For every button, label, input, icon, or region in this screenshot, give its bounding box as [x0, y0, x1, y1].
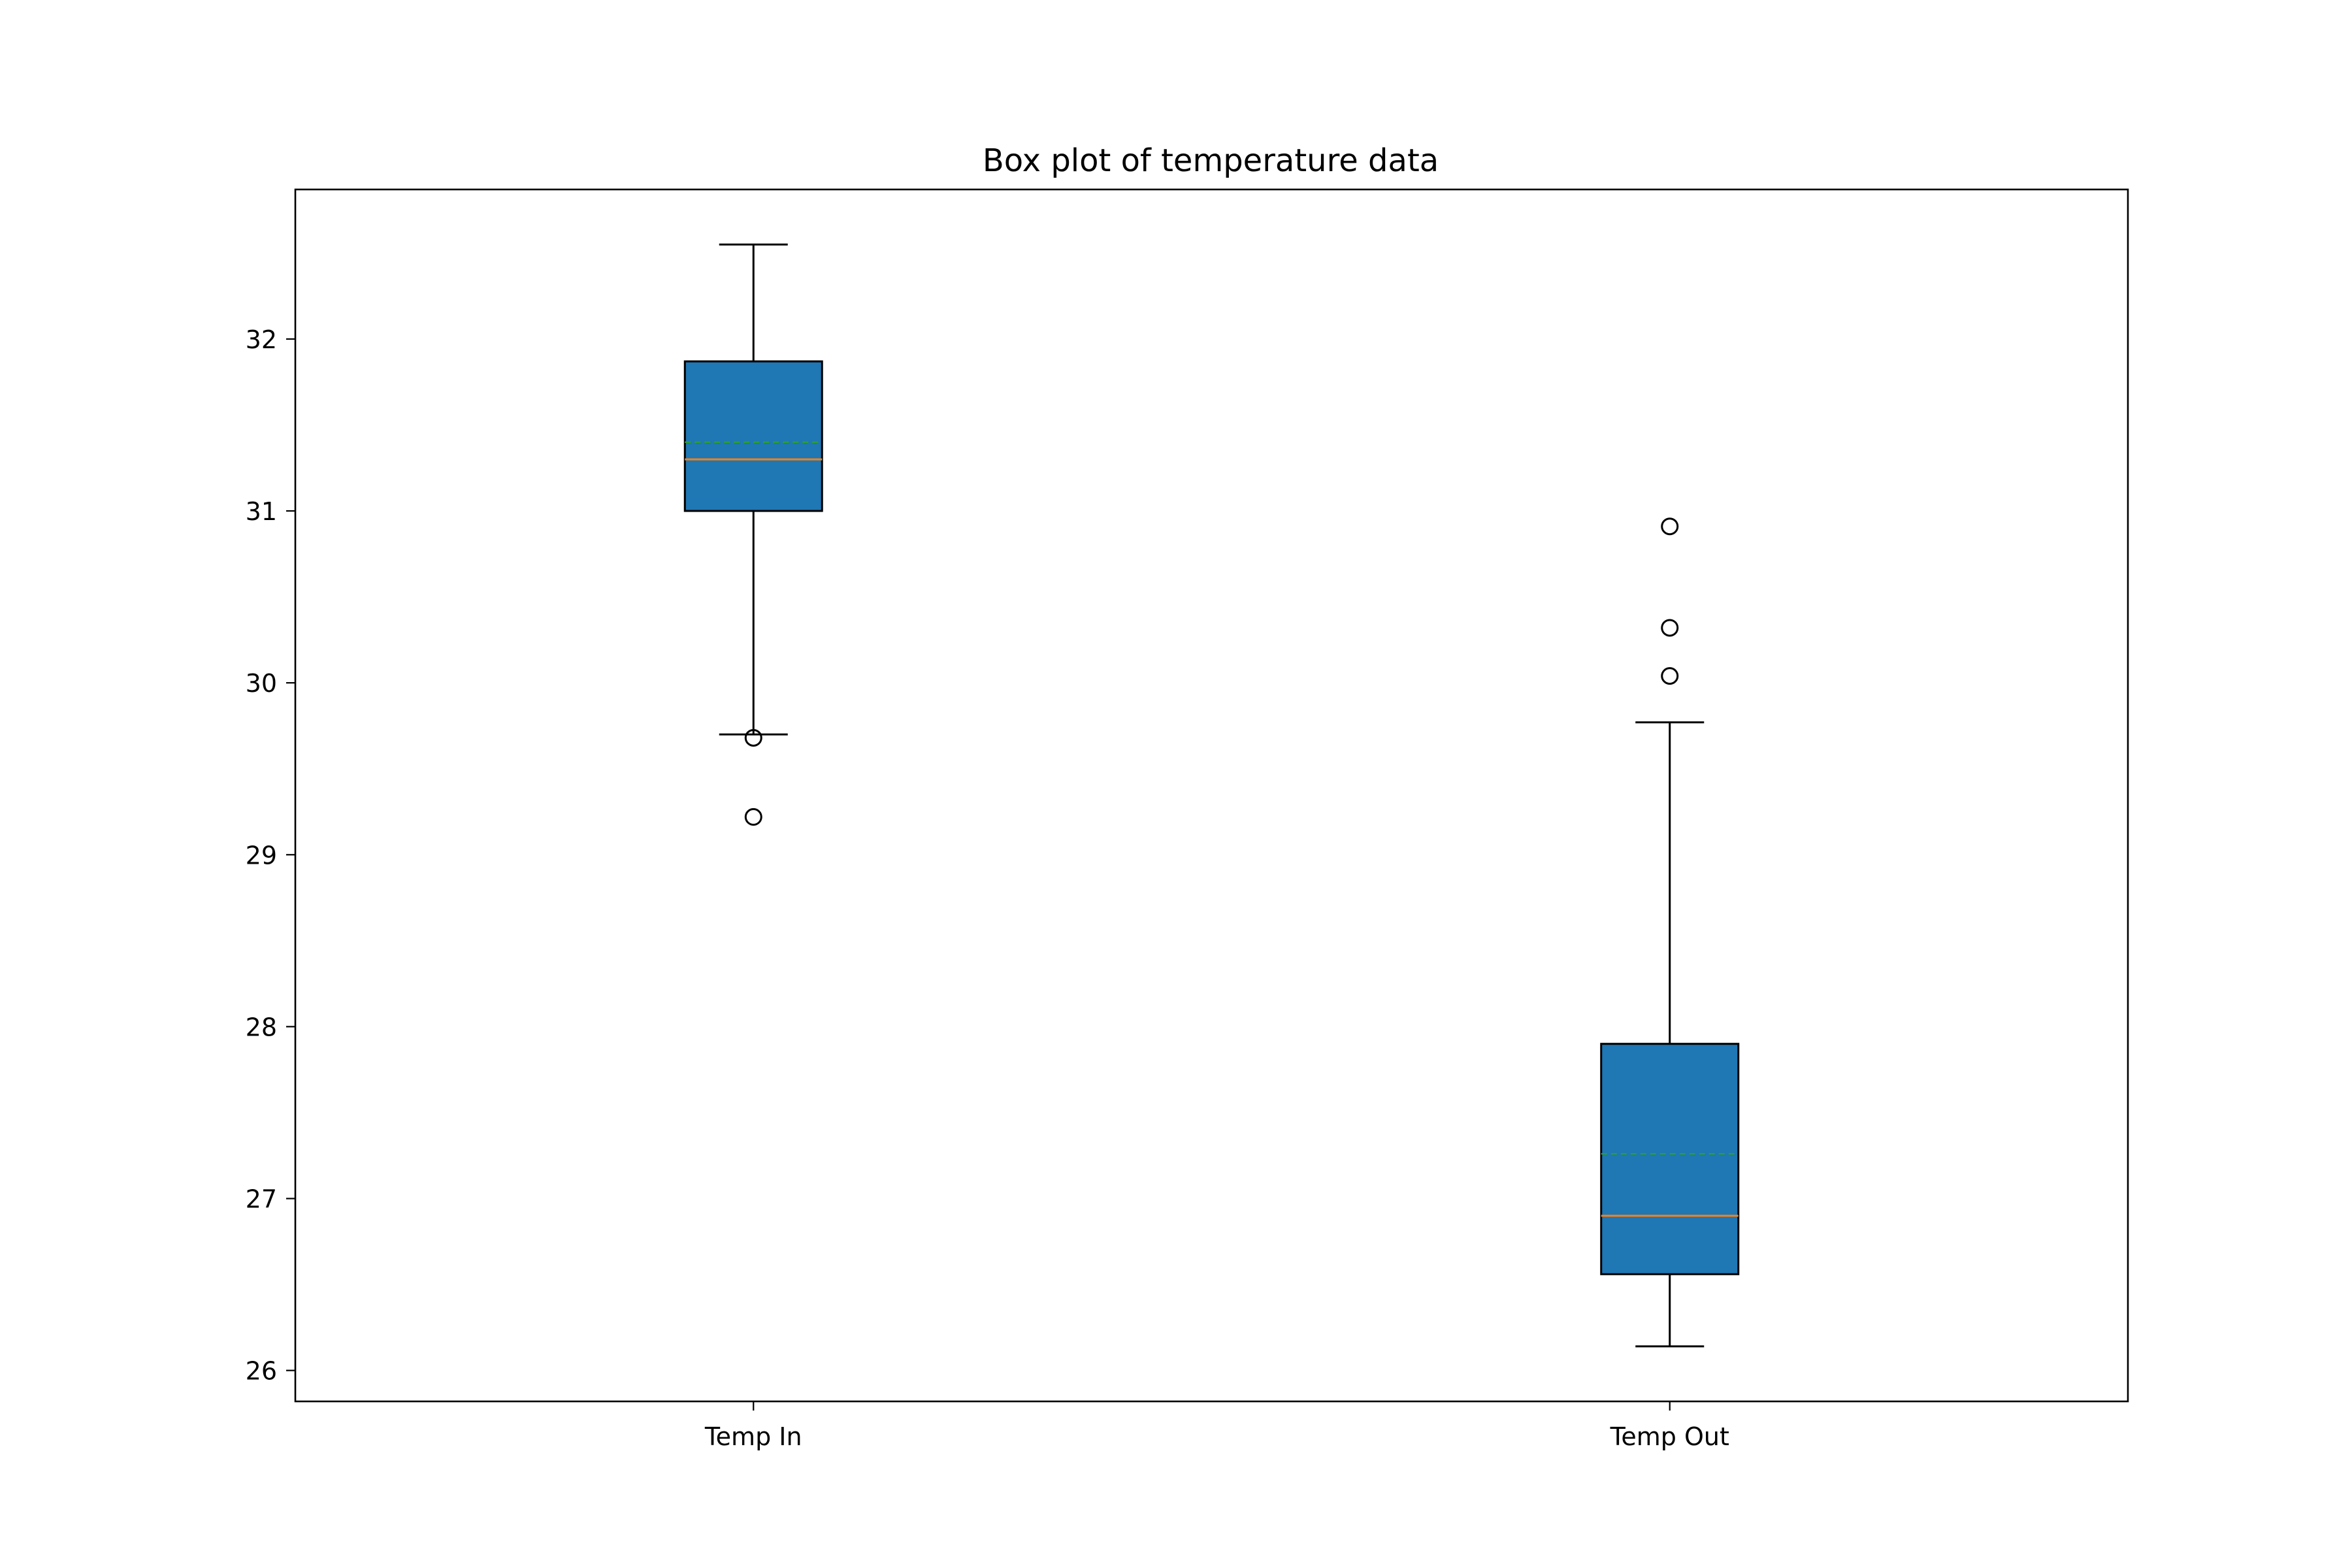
y-tick-label: 26 — [246, 1357, 277, 1386]
y-tick-label: 31 — [246, 497, 277, 526]
y-tick-label: 30 — [246, 669, 277, 698]
box-body — [1600, 1043, 1740, 1275]
outlier-point — [744, 808, 762, 826]
y-tick-label: 32 — [246, 325, 277, 354]
x-tick-label: Temp In — [704, 1422, 802, 1451]
x-axis: Temp In Temp Out — [704, 1401, 1729, 1451]
y-tick-label: 27 — [246, 1185, 277, 1214]
outlier-point — [1661, 619, 1679, 637]
axes-frame — [294, 188, 2129, 1403]
chart-title: Box plot of temperature data — [983, 142, 1439, 179]
y-tick-label: 29 — [246, 841, 277, 870]
box-body — [683, 360, 823, 512]
y-tick-label: 28 — [246, 1013, 277, 1041]
outlier-point — [744, 728, 762, 747]
outlier-point — [1661, 517, 1679, 536]
x-tick-label: Temp Out — [1610, 1422, 1729, 1451]
box-group — [1600, 517, 1740, 1348]
box-group — [683, 243, 823, 826]
y-axis: 26 27 28 29 30 31 32 — [246, 325, 295, 1386]
plot-area — [683, 243, 1740, 1348]
outlier-point — [1661, 667, 1679, 685]
